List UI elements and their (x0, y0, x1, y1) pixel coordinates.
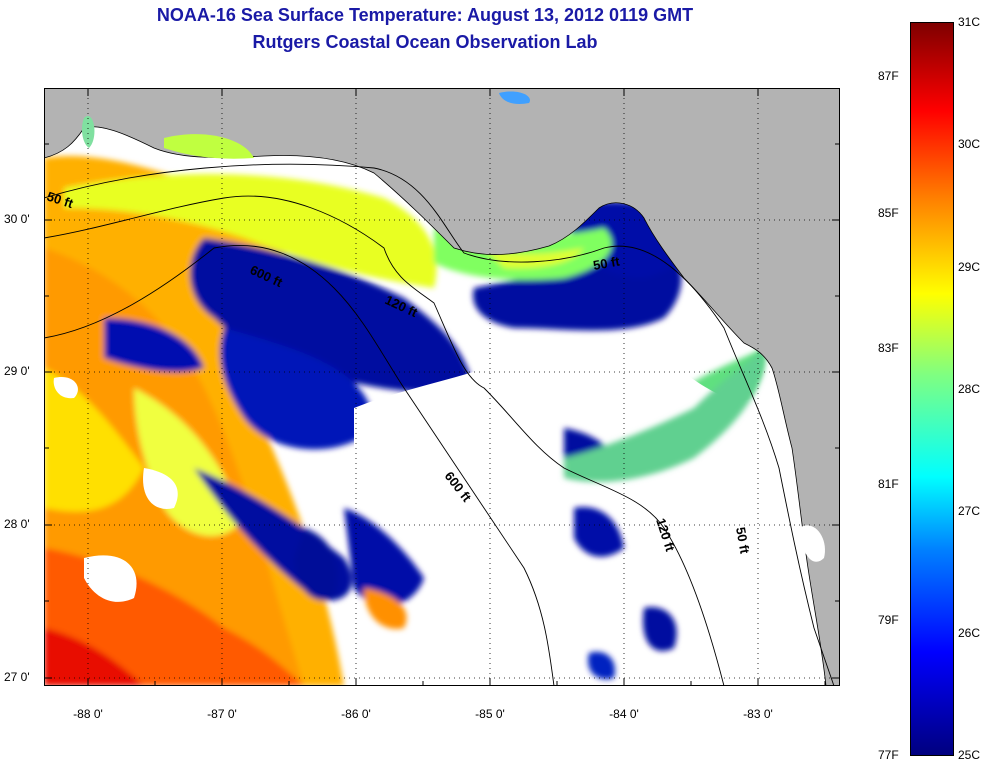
lon-tick-label: -88 0' (73, 707, 103, 721)
sst-map: 50 ft 600 ft 120 ft 50 ft 600 ft 120 ft … (44, 88, 840, 686)
colorbar-celsius-label: 25C (958, 748, 981, 762)
lat-tick-label: 28 0' (4, 517, 30, 531)
lon-tick-label: -86 0' (341, 707, 371, 721)
colorbar-celsius-label: 27C (958, 504, 981, 518)
sst-field-east (564, 348, 765, 680)
contour-label: 50 ft (733, 526, 753, 556)
lon-tick-label: -84 0' (609, 707, 639, 721)
colorbar-fahrenheit-label: 87F (878, 69, 899, 83)
lat-tick-label: 29 0' (4, 364, 30, 378)
lon-tick-label: -87 0' (207, 707, 237, 721)
depth-contours (44, 163, 835, 686)
colorbar-celsius-label: 30C (958, 137, 981, 151)
colorbar-celsius-label: 31C (958, 15, 981, 29)
map-title: NOAA-16 Sea Surface Temperature: August … (156, 5, 694, 25)
land-mass (44, 88, 840, 686)
colorbar-fahrenheit-label: 79F (878, 613, 899, 627)
colorbar-fahrenheit-label: 83F (878, 341, 899, 355)
lat-tick-label: 30 0' (4, 212, 30, 226)
map-subtitle: Rutgers Coastal Ocean Observation Lab (252, 32, 598, 52)
colorbar-fahrenheit-label: 81F (878, 477, 899, 491)
colorbar-fahrenheit-label: 85F (878, 206, 899, 220)
lon-tick-label: -85 0' (475, 707, 505, 721)
colorbar-celsius-label: 29C (958, 260, 981, 274)
temperature-colorbar (910, 22, 954, 756)
lon-tick-label: -83 0' (743, 707, 773, 721)
colorbar-fahrenheit-label: 77F (878, 748, 899, 762)
contour-label: 50 ft (592, 253, 622, 273)
colorbar-celsius-label: 26C (958, 626, 981, 640)
colorbar-celsius-label: 28C (958, 382, 981, 396)
lat-tick-label: 27 0' (4, 670, 30, 684)
